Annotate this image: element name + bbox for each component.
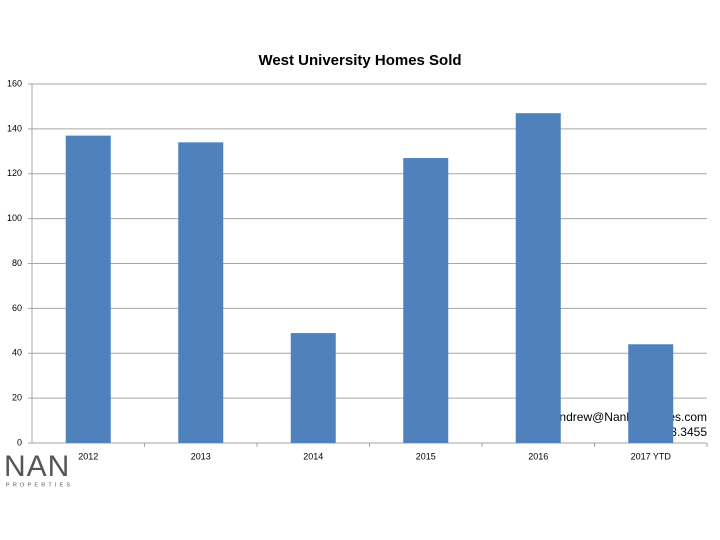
chart-title: West University Homes Sold [258, 52, 461, 69]
y-tick-label: 80 [12, 258, 22, 268]
y-tick-label: 0 [17, 437, 22, 447]
bar [628, 344, 674, 443]
y-tick-label: 120 [7, 168, 22, 178]
y-tick-label: 160 [7, 78, 22, 88]
x-tick-label: 2014 [303, 451, 323, 461]
bar [290, 333, 336, 443]
y-tick-label: 20 [12, 393, 22, 403]
bar [65, 135, 111, 443]
x-tick-label: 2013 [191, 451, 211, 461]
bar [515, 113, 561, 443]
x-tick-label: 2017 YTD [631, 451, 672, 461]
y-tick-label: 40 [12, 348, 22, 358]
x-tick-label: 2012 [78, 451, 98, 461]
logo-tagline: PROPERTIES [6, 482, 73, 488]
y-tick-label: 60 [12, 303, 22, 313]
logo-name: NAN [4, 450, 70, 483]
y-tick-label: 140 [7, 123, 22, 133]
bar [403, 158, 449, 443]
x-tick-label: 2016 [528, 451, 548, 461]
bar [178, 142, 224, 443]
y-tick-label: 100 [7, 213, 22, 223]
x-tick-label: 2015 [416, 451, 436, 461]
